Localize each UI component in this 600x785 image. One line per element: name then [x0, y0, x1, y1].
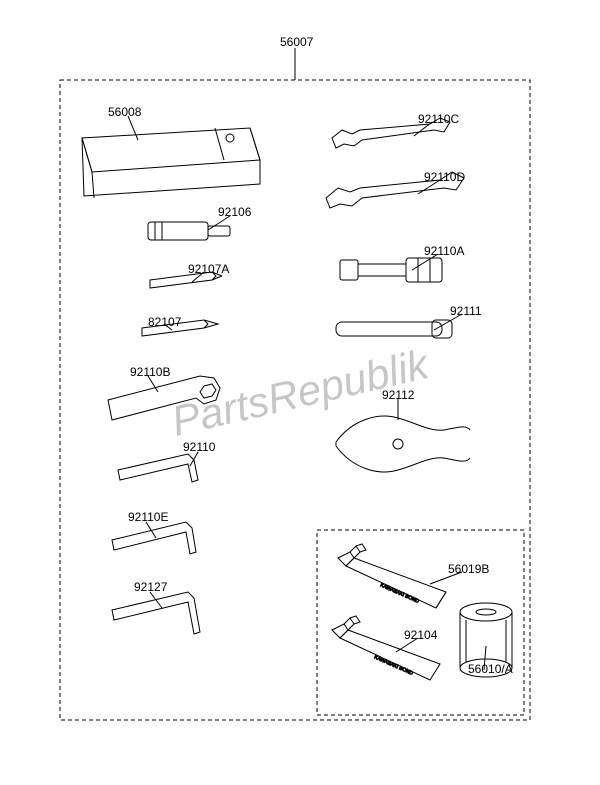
- bond-text-2: KAWASAKI BOND: [373, 654, 414, 677]
- bond-text-1: KAWASAKI BOND: [379, 582, 420, 605]
- parts-diagram-svg: KAWASAKI BOND KAWASAKI BOND: [0, 0, 600, 785]
